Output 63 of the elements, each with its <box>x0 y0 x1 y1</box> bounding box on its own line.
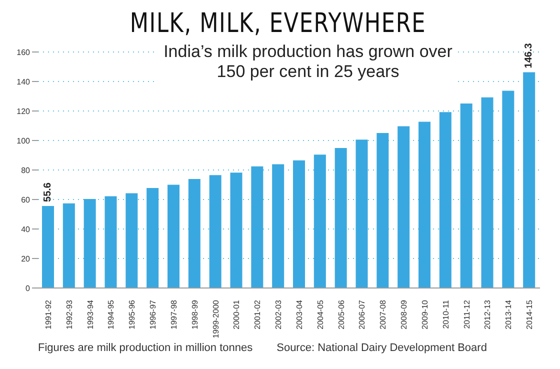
chart-title: MILK, MILK, EVERYWHERE <box>128 8 428 40</box>
y-tick-label: 0 <box>26 284 31 293</box>
bar <box>251 166 264 288</box>
bar <box>502 90 514 288</box>
x-tick-label: 2010-11 <box>441 299 450 329</box>
x-tick-label: 1993-94 <box>86 299 95 330</box>
data-label: 146.3 <box>524 42 535 68</box>
bar <box>523 72 536 288</box>
bar <box>62 203 75 288</box>
x-tick-label: 2003-04 <box>294 299 304 330</box>
text: Figures are milk production in million tonnes <box>38 342 253 354</box>
bar <box>481 97 494 288</box>
x-tick-label: 2005-06 <box>336 299 346 330</box>
y-tick-label: 20 <box>21 254 31 264</box>
bar <box>418 122 430 288</box>
x-tick-label: 2004-05 <box>316 299 325 330</box>
y-tick-label: 140 <box>16 77 31 86</box>
bar <box>146 188 159 288</box>
y-tick-label: 80 <box>21 166 31 175</box>
bar <box>293 160 305 288</box>
bar <box>230 172 242 288</box>
x-tick-label: 2009-10 <box>420 299 430 330</box>
bar <box>460 103 472 288</box>
x-tick-label: 2001-02 <box>253 299 262 330</box>
bar <box>314 154 326 288</box>
bar <box>168 184 180 288</box>
x-tick-label: 2002-03 <box>274 299 284 330</box>
source-note: Source: National Dairy Development Board <box>276 342 487 354</box>
x-tick-label: 2013-14 <box>504 299 514 330</box>
bar <box>188 179 200 288</box>
x-tick-label: 2008-09 <box>400 299 409 330</box>
y-tick-label: 120 <box>16 106 31 116</box>
bar <box>376 132 389 288</box>
bar <box>209 175 222 288</box>
x-tick-label: 1997-98 <box>169 299 178 330</box>
bar <box>42 206 54 288</box>
data-label: 55.6 <box>42 182 54 202</box>
x-tick-label: 1995-96 <box>128 299 137 330</box>
bar <box>439 112 452 288</box>
x-tick-label: 2014-15 <box>525 299 534 330</box>
x-tick-label: 1991-92 <box>44 299 53 330</box>
x-tick-label: 2012-13 <box>483 299 492 330</box>
bar <box>398 126 410 288</box>
bar <box>104 196 117 288</box>
x-tick-label: 1992-93 <box>64 299 74 330</box>
y-tick-label: 160 <box>16 48 31 57</box>
y-tick-label: 40 <box>21 224 31 234</box>
bar <box>272 164 284 288</box>
x-tick-label: 1999-2000 <box>211 299 220 338</box>
bar <box>334 148 347 288</box>
x-tick-label: 2000-01 <box>232 299 242 330</box>
x-tick-label: 1998-99 <box>190 299 200 330</box>
x-tick-label: 2006-07 <box>358 299 367 330</box>
bar <box>126 193 138 288</box>
y-tick-label: 100 <box>16 136 31 146</box>
x-tick-label: 1996-97 <box>148 299 158 330</box>
chart-subtitle: India’s milk production has grown over 150 per cent in 25 years <box>158 42 458 82</box>
bar <box>84 199 96 288</box>
x-tick-label: 2007-08 <box>378 299 388 330</box>
bar <box>356 140 368 288</box>
y-tick-label: 60 <box>21 195 31 204</box>
x-tick-label: 2011-12 <box>462 299 472 329</box>
x-tick-label: 1994-95 <box>106 299 116 330</box>
